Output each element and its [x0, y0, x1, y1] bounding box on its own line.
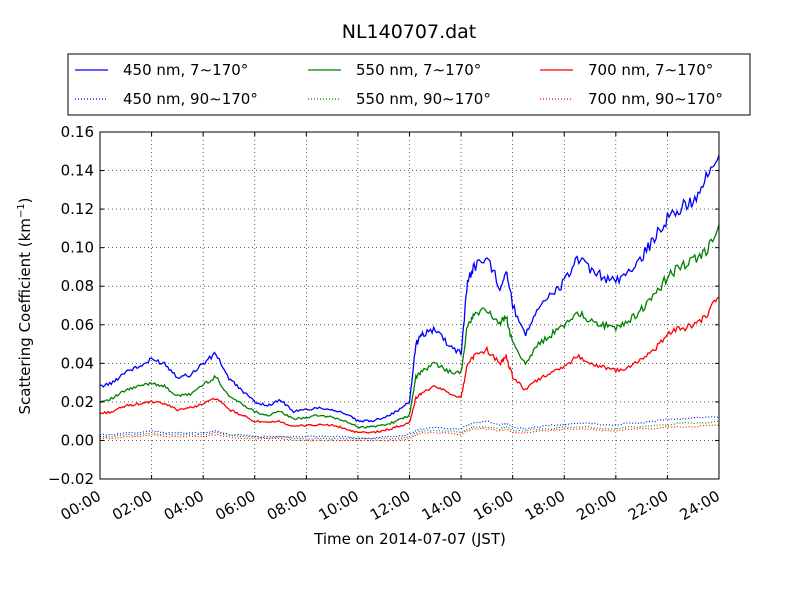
y-axis-label-close: )	[16, 197, 34, 203]
x-axis-label: Time on 2014-07-07 (JST)	[313, 530, 506, 548]
y-tick-label: 0.10	[61, 239, 94, 257]
series-line	[99, 420, 720, 440]
legend: 450 nm, 7∼170° 550 nm, 7∼170° 700 nm, 7∼17…	[67, 53, 751, 116]
y-tick-label: 0.12	[61, 200, 94, 218]
series-line	[99, 424, 720, 442]
y-tick-label: 0.06	[61, 316, 94, 334]
y-tick-label: 0.16	[61, 123, 94, 141]
legend-label: 450 nm, 90∼170°	[123, 90, 258, 108]
y-tick-label: 0.14	[61, 162, 94, 180]
y-axis-label-main: Scattering Coefficient (km	[16, 218, 34, 414]
series-line	[100, 297, 720, 434]
y-tick-label: 0.00	[61, 431, 94, 449]
legend-label: 700 nm, 90∼170°	[588, 90, 723, 108]
y-tick-label: −0.02	[48, 470, 94, 488]
y-axis-label: Scattering Coefficient (km−1)	[16, 197, 34, 414]
y-tick-label: 0.02	[61, 393, 94, 411]
legend-label: 700 nm, 7∼170°	[588, 61, 713, 79]
legend-label: 550 nm, 7∼170°	[356, 61, 481, 79]
y-tick-label: 0.04	[61, 354, 94, 372]
legend-label: 450 nm, 7∼170°	[123, 61, 248, 79]
series-line	[99, 416, 720, 440]
plot-series	[99, 154, 720, 442]
legend-box	[67, 53, 751, 116]
y-tick-label: 0.08	[61, 277, 94, 295]
series-line	[99, 224, 720, 429]
y-axis-label-superscript: −1	[16, 203, 27, 218]
chart-title: NL140707.dat	[342, 21, 477, 43]
series-line	[99, 154, 720, 423]
legend-label: 550 nm, 90∼170°	[356, 90, 491, 108]
